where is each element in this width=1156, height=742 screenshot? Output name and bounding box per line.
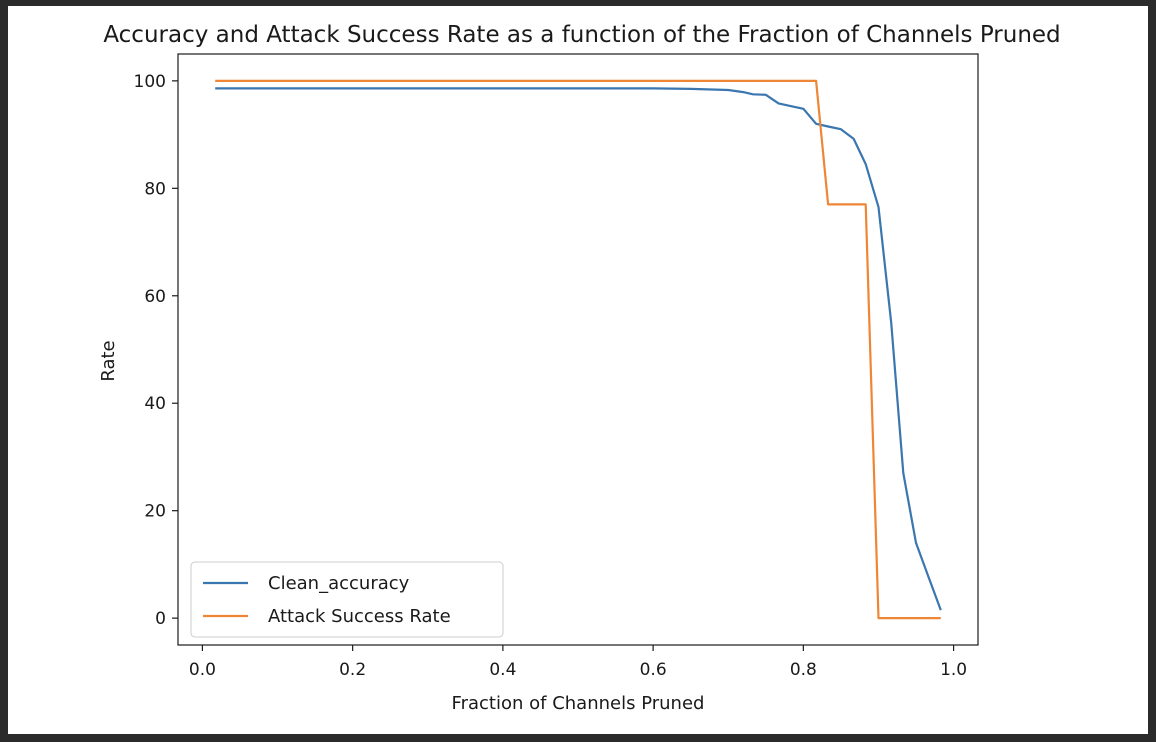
x-tick-label: 0.2 bbox=[339, 660, 366, 680]
y-tick-label: 100 bbox=[134, 72, 166, 92]
y-tick-label: 60 bbox=[144, 287, 166, 307]
chart-title: Accuracy and Attack Success Rate as a fu… bbox=[103, 22, 1060, 48]
x-tick-label: 0.6 bbox=[640, 660, 667, 680]
legend-label-attack-success-rate: Attack Success Rate bbox=[268, 606, 451, 627]
y-tick-label: 0 bbox=[155, 609, 166, 629]
chart-figure: Accuracy and Attack Success Rate as a fu… bbox=[8, 6, 1148, 734]
plot-frame bbox=[177, 53, 979, 646]
legend: Clean_accuracy Attack Success Rate bbox=[190, 561, 504, 638]
y-tick-label: 80 bbox=[144, 179, 166, 199]
x-tick-label: 0.8 bbox=[790, 660, 817, 680]
line-chart: Accuracy and Attack Success Rate as a fu… bbox=[98, 22, 1061, 714]
x-axis-label: Fraction of Channels Pruned bbox=[452, 693, 705, 714]
x-tick-label: 0.4 bbox=[489, 660, 516, 680]
series-line-attack-success-rate bbox=[215, 79, 941, 620]
x-tick-label: 1.0 bbox=[940, 660, 967, 680]
y-axis-label: Rate bbox=[98, 340, 119, 381]
x-tick-label: 0.0 bbox=[189, 660, 216, 680]
legend-box bbox=[190, 561, 504, 638]
y-tick-label: 20 bbox=[144, 502, 166, 522]
series-line-clean-accuracy bbox=[215, 87, 942, 611]
y-tick-label: 40 bbox=[144, 394, 166, 414]
legend-label-clean-accuracy: Clean_accuracy bbox=[268, 573, 410, 594]
